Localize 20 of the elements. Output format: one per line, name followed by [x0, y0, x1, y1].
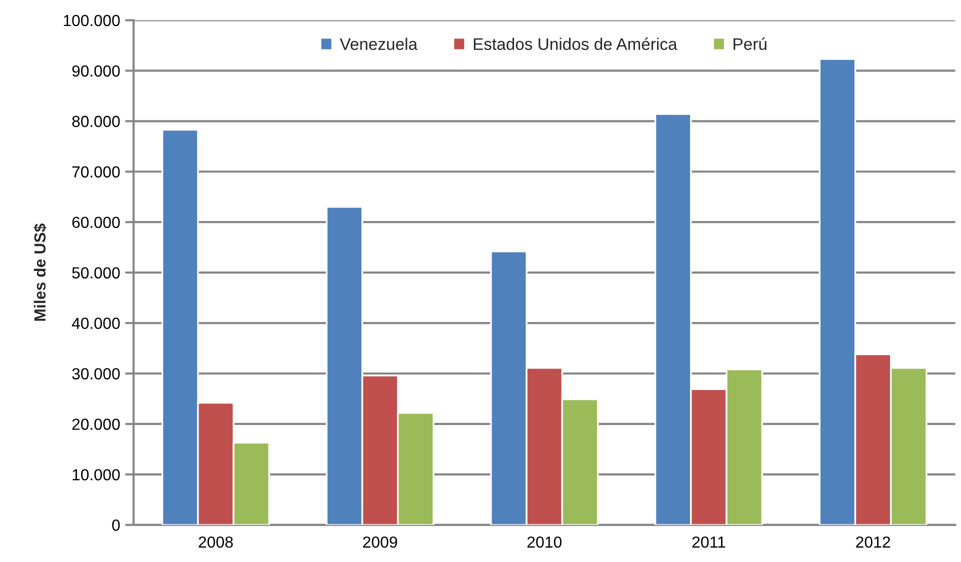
x-tick-label: 2012: [856, 536, 890, 548]
y-tick-label: 30.000: [72, 368, 120, 380]
y-tick-label: 100.000: [64, 14, 120, 26]
x-tick-label: 2008: [198, 536, 233, 548]
y-tick-label: 90.000: [72, 65, 120, 77]
y-tick-label: 0: [112, 520, 120, 531]
y-tick-label: 80.000: [72, 116, 120, 128]
legend-label: Perú: [734, 38, 766, 50]
legend-label: Estados Unidos de América: [474, 38, 678, 50]
y-tick-label: 70.000: [72, 166, 120, 178]
x-tick-label: 2010: [527, 536, 562, 548]
legend-label: Venezuela: [340, 38, 418, 50]
x-tick-label: 2009: [363, 536, 398, 548]
y-tick-label: 60.000: [72, 216, 120, 228]
y-tick-label: 10.000: [72, 469, 120, 480]
x-tick-label: 2011: [692, 536, 726, 548]
y-tick-label: 50.000: [72, 267, 120, 279]
y-axis-title: Miles de US$: [34, 224, 47, 321]
y-tick-label: 20.000: [72, 418, 120, 430]
y-tick-label: 40.000: [72, 318, 120, 329]
